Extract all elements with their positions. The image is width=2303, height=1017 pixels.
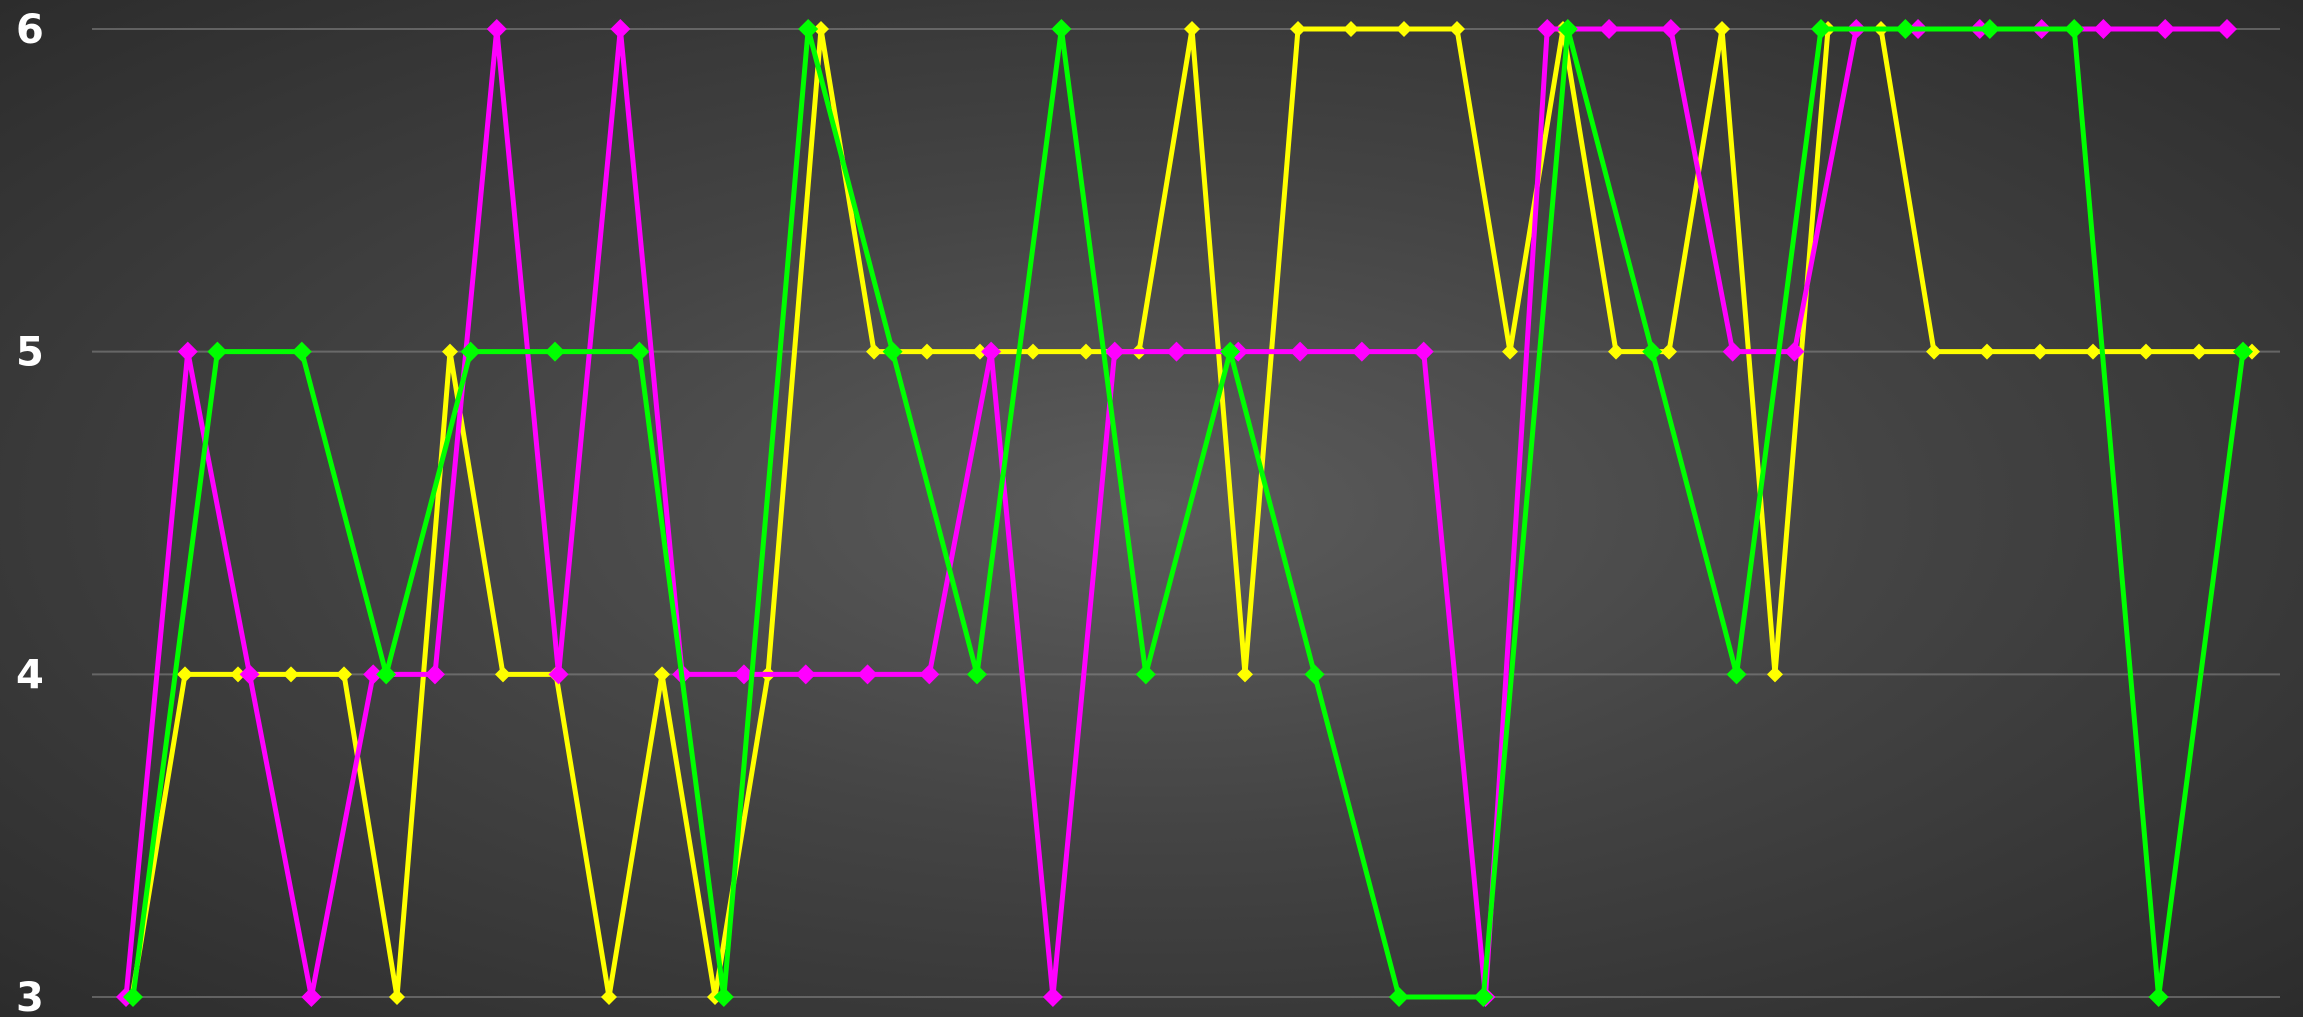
data-point [972,343,988,360]
data-point [610,19,631,39]
y-axis-ticks: 3 4 5 6 [16,7,44,1017]
y-tick-label: 5 [16,330,44,376]
data-point [981,341,1002,362]
data-point [1979,343,1995,360]
data-point [967,664,987,685]
data-point [1343,21,1359,37]
data-point [713,987,734,1007]
data-point [866,343,882,360]
series-2 [116,19,2237,1007]
y-tick-label: 3 [16,975,44,1017]
data-point [442,343,458,360]
data-point [1926,343,1942,360]
data-point [239,664,260,685]
data-point [177,666,193,683]
data-point [1599,19,1620,39]
data-point [376,664,397,685]
data-point [460,341,481,362]
data-point [1784,341,1805,362]
data-point [1726,664,1747,685]
data-point [919,664,940,685]
data-point [1290,341,1311,362]
series-line [123,26,2227,998]
data-point [2191,343,2207,360]
series-line [130,26,2246,1000]
data-point [2148,987,2169,1007]
data-point [2138,343,2154,360]
data-point [1642,341,1663,362]
data-point [654,666,670,683]
data-point [301,987,322,1007]
data-point [2064,19,2085,39]
series-group [116,19,2260,1007]
data-point [1767,666,1783,683]
data-point [1304,664,1325,685]
data-point [1473,987,1494,1007]
data-point [733,664,754,685]
data-point [548,664,569,685]
data-point [1722,341,1743,362]
data-point [1396,21,1412,37]
data-point [207,341,228,362]
data-point [1220,341,1241,362]
data-point [882,341,903,362]
data-point [486,19,507,39]
data-point [629,341,650,362]
data-point [1025,343,1041,360]
data-point [813,21,829,37]
data-point [389,989,405,1005]
data-point [2233,341,2253,362]
data-point [1413,341,1434,362]
data-point [1811,19,1831,39]
data-point [2155,19,2176,39]
data-point [1449,21,1465,37]
data-point [2032,343,2048,360]
data-point [2093,19,2114,39]
data-point [1502,343,1518,360]
data-point [230,666,246,683]
data-point [1661,343,1677,360]
data-point [1895,19,1916,39]
data-point [1608,343,1624,360]
data-point [919,343,935,360]
data-point [283,666,299,683]
data-point [2217,19,2237,39]
series-3 [123,19,2253,1007]
data-point [1389,987,1409,1007]
series-1 [124,21,2260,1005]
data-point [1290,21,1306,37]
data-point [1714,21,1730,37]
data-point [1557,19,1578,39]
data-point [1104,341,1125,362]
data-point [1237,666,1253,683]
data-point [123,987,143,1007]
data-point [1660,19,1681,39]
data-point [1184,21,1200,37]
data-point [601,989,617,1005]
data-point [857,664,878,685]
data-point [424,664,445,685]
data-point [795,664,816,685]
data-point [177,341,198,362]
data-point [798,19,819,39]
y-tick-label: 4 [16,652,44,698]
data-point [1537,19,1558,39]
data-point [2085,343,2101,360]
data-point [1051,19,1072,39]
data-point [1979,19,2000,39]
data-point [1351,341,1372,362]
y-tick-label: 6 [16,7,44,53]
data-point [495,666,511,683]
data-point [1166,341,1187,362]
data-point [336,666,352,683]
data-point [1135,664,1156,685]
data-point [1078,343,1094,360]
data-point [545,341,565,362]
data-point [1042,987,1063,1007]
data-point [363,664,384,685]
data-point [291,341,312,362]
